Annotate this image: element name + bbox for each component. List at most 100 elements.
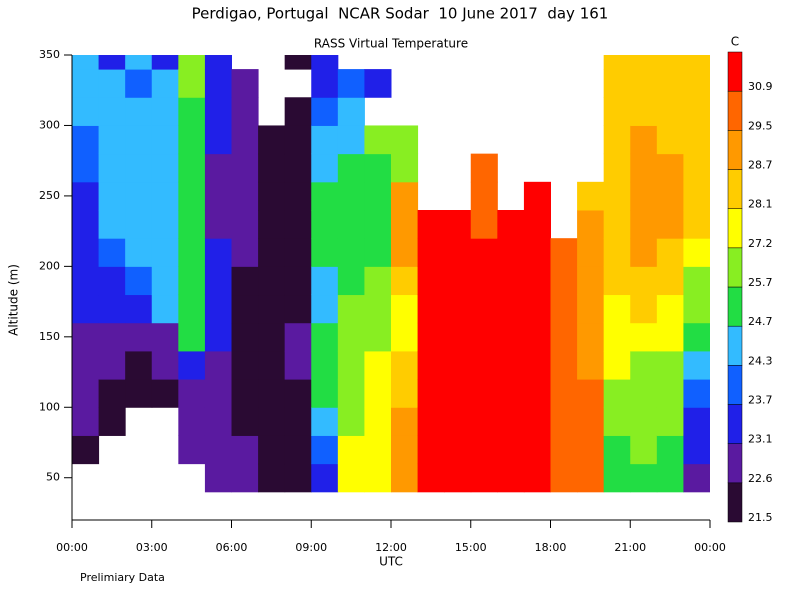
cell — [258, 407, 286, 436]
cell — [258, 435, 286, 465]
cell — [151, 350, 179, 380]
cell — [523, 210, 551, 239]
cell — [364, 210, 392, 239]
cell — [444, 238, 472, 267]
cell — [630, 350, 658, 380]
cell — [231, 69, 259, 98]
cell — [72, 238, 100, 267]
cell — [258, 181, 286, 211]
cell — [231, 125, 259, 155]
cell — [98, 266, 126, 296]
cell — [72, 125, 100, 155]
cell — [683, 69, 710, 98]
cell — [311, 379, 339, 408]
cell — [284, 463, 312, 493]
cell — [656, 350, 684, 380]
cell — [497, 350, 525, 380]
cell — [364, 266, 392, 296]
cell — [337, 97, 365, 126]
cell — [523, 322, 551, 352]
cell — [125, 153, 153, 183]
x-tick-label: 03:00 — [136, 541, 168, 554]
cell — [391, 181, 419, 211]
cell — [311, 125, 339, 155]
cell — [470, 294, 498, 324]
cell — [497, 294, 525, 324]
cell — [417, 210, 445, 239]
cell — [284, 97, 312, 126]
cell — [630, 69, 658, 98]
cell — [231, 294, 259, 324]
cell — [231, 238, 259, 267]
x-tick-label: 09:00 — [295, 541, 327, 554]
cell — [523, 350, 551, 380]
colorbar-label: 25.7 — [748, 276, 773, 289]
colorbar-label: 24.3 — [748, 354, 773, 367]
cell — [98, 322, 126, 352]
cell — [98, 350, 126, 380]
cell — [497, 238, 525, 267]
cell — [337, 153, 365, 183]
cell — [630, 379, 658, 408]
cell — [231, 350, 259, 380]
colorbar-box — [727, 482, 743, 523]
cell — [550, 407, 578, 436]
cell — [391, 379, 419, 408]
cell — [444, 350, 472, 380]
cell — [337, 69, 365, 98]
cell — [656, 69, 684, 98]
colorbar-box — [727, 90, 743, 131]
cell — [630, 97, 658, 126]
colorbar-label: 28.1 — [748, 198, 773, 211]
cell — [577, 238, 605, 267]
cell — [72, 153, 100, 183]
cell — [630, 294, 658, 324]
colorbar-box — [727, 404, 743, 444]
cell — [151, 379, 179, 408]
cell — [683, 210, 710, 239]
cell — [444, 322, 472, 352]
cell — [683, 322, 710, 352]
cell — [497, 435, 525, 465]
cell — [151, 294, 179, 324]
colorbar-label: 30.9 — [748, 80, 773, 93]
cell — [656, 266, 684, 296]
cell — [444, 463, 472, 493]
cell — [151, 238, 179, 267]
cell — [603, 463, 631, 493]
colorbar-box — [727, 325, 743, 366]
cell — [178, 294, 206, 324]
cell — [656, 238, 684, 267]
cell — [603, 435, 631, 465]
cell — [311, 210, 339, 239]
cell — [444, 266, 472, 296]
cell — [98, 181, 126, 211]
y-tick-label: 50 — [46, 471, 60, 484]
cell — [337, 379, 365, 408]
cell — [258, 153, 286, 183]
cell — [258, 266, 286, 296]
cell — [630, 407, 658, 436]
cell — [630, 210, 658, 239]
cell — [284, 322, 312, 352]
cell — [284, 266, 312, 296]
cell — [284, 181, 312, 211]
cell — [72, 69, 100, 98]
cell — [204, 97, 232, 126]
cell — [72, 379, 100, 408]
cell — [125, 210, 153, 239]
cell — [444, 210, 472, 239]
cell — [656, 125, 684, 155]
cell — [470, 350, 498, 380]
cell — [470, 435, 498, 465]
cell — [98, 153, 126, 183]
cell — [72, 181, 100, 211]
cell — [630, 238, 658, 267]
cell — [311, 322, 339, 352]
cell — [470, 153, 498, 183]
cell — [284, 153, 312, 183]
cell — [391, 350, 419, 380]
cell — [337, 210, 365, 239]
x-tick-label: 18:00 — [535, 541, 567, 554]
cell — [391, 407, 419, 436]
